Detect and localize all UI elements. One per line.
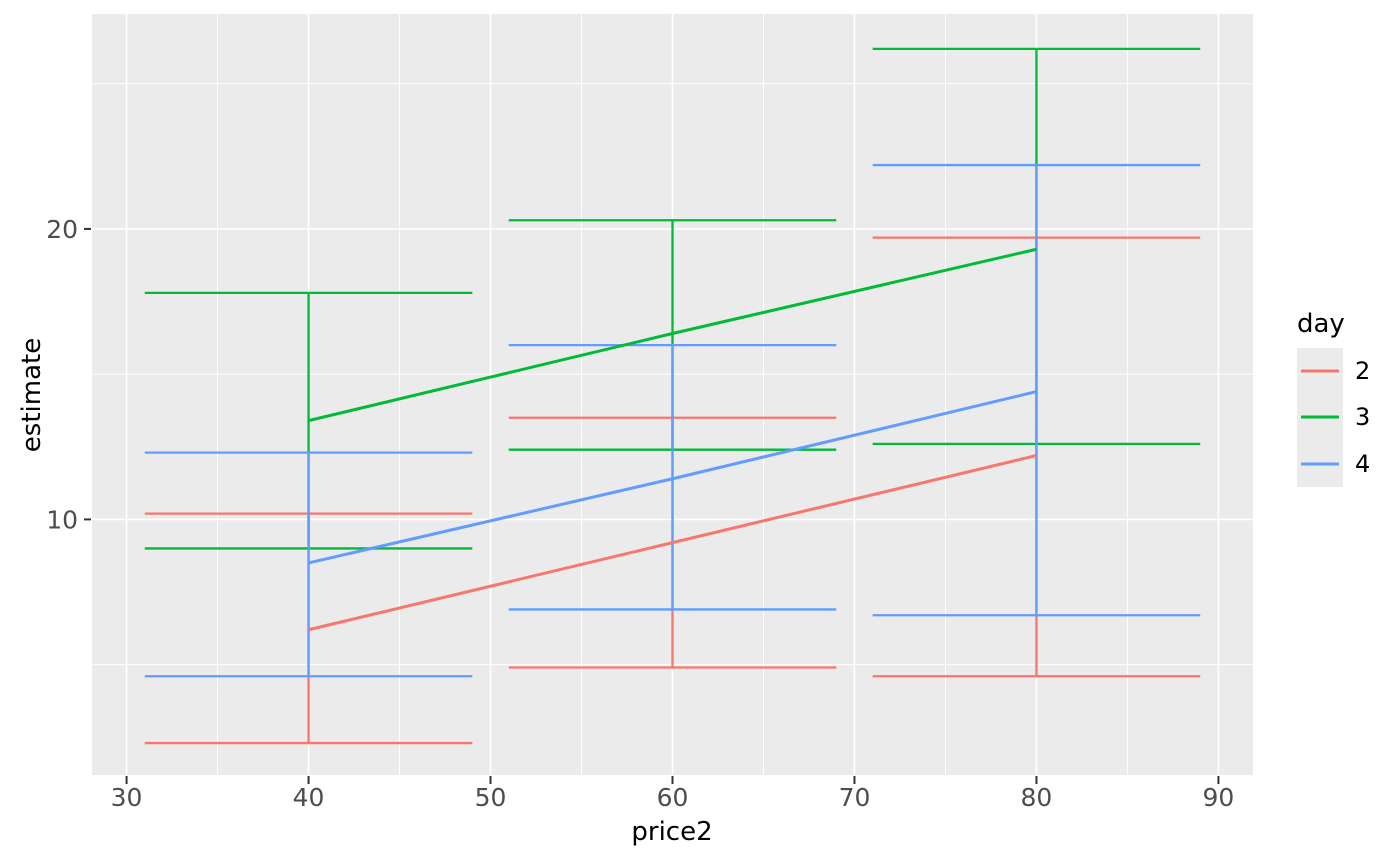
y-tick-label: 20	[46, 215, 78, 244]
legend-entry-label: 4	[1355, 449, 1371, 478]
legend-key-line-icon	[1301, 369, 1339, 373]
x-tick-label: 50	[475, 783, 507, 812]
x-tick-label: 60	[657, 783, 689, 812]
x-tick-label: 90	[1203, 783, 1235, 812]
trend-line	[308, 247, 1037, 423]
trend-line	[308, 454, 1037, 632]
legend-key-line-icon	[1301, 462, 1339, 466]
x-axis-title: price2	[631, 817, 713, 847]
legend-key-line-icon	[1301, 415, 1339, 419]
y-axis-title: estimate	[17, 337, 47, 453]
legend-key	[1297, 440, 1343, 487]
legend-rows: 2 3 4	[1297, 348, 1370, 487]
legend-entry: 2	[1297, 348, 1371, 395]
legend-entry-label: 2	[1355, 357, 1371, 386]
y-tick-label: 10	[46, 505, 78, 534]
x-tick-label: 30	[111, 783, 143, 812]
legend-title: day	[1297, 309, 1345, 339]
x-tick-label: 70	[839, 783, 871, 812]
legend-entry: 4	[1297, 440, 1371, 487]
legend: day 2 3 4	[1297, 309, 1370, 487]
legend-key	[1297, 394, 1343, 441]
x-tick-label: 40	[293, 783, 325, 812]
x-tick-label: 80	[1021, 783, 1053, 812]
legend-entry-label: 3	[1355, 403, 1371, 432]
legend-key	[1297, 348, 1343, 395]
legend-entry: 3	[1297, 394, 1371, 441]
trend-line	[308, 390, 1037, 565]
